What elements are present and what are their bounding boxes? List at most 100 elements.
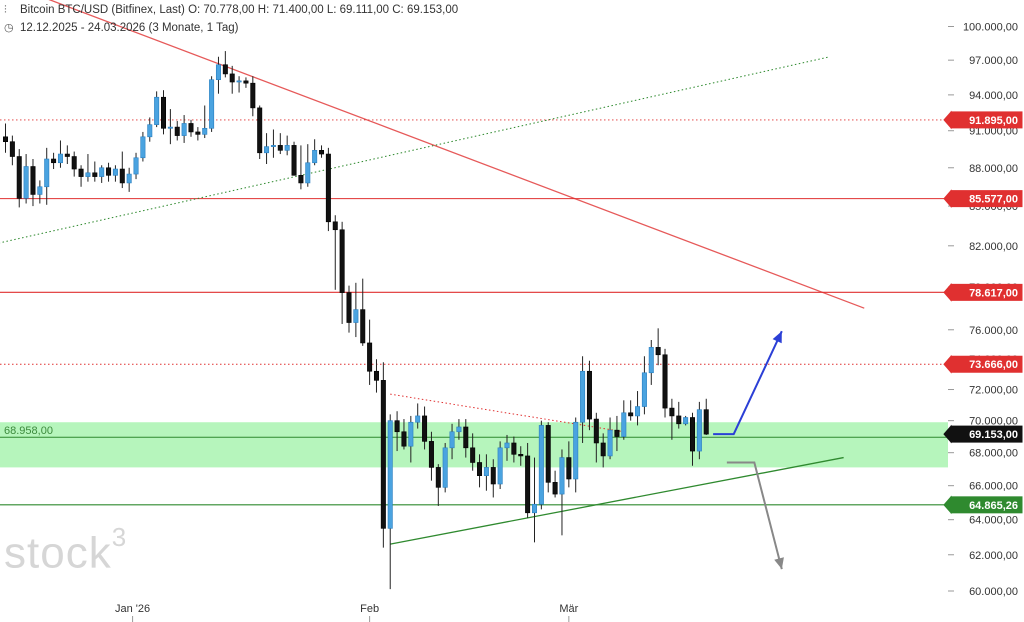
candle-body	[538, 425, 544, 505]
candle-body	[209, 79, 215, 129]
candles-layer	[2, 51, 709, 590]
current-price-badge: 69.153,00	[943, 424, 1023, 444]
long-dotted-trendline	[0, 56, 831, 244]
level-badge-1: 85.577,00	[943, 189, 1023, 208]
candle-body	[319, 150, 325, 155]
candle	[140, 131, 146, 162]
candle	[2, 123, 9, 153]
level-badge-2: 78.617,00	[943, 283, 1023, 302]
candle-body	[449, 431, 455, 449]
candle-body	[703, 409, 709, 435]
candle-body	[126, 173, 132, 184]
candle	[92, 161, 98, 182]
candle-body	[463, 426, 469, 449]
candle	[236, 76, 242, 93]
candle-body	[140, 136, 146, 159]
y-tick-label: 94.000,00	[969, 90, 1018, 102]
candle	[518, 446, 524, 466]
level-badge-4-label: 64.865,26	[969, 500, 1018, 512]
candle	[566, 441, 572, 488]
candle-body	[573, 421, 579, 480]
candle	[222, 51, 228, 78]
candle-body	[133, 157, 139, 175]
candle	[456, 419, 462, 440]
candle	[531, 457, 537, 543]
candle	[497, 441, 503, 490]
candle	[470, 433, 476, 471]
stock3-logo: stock3	[4, 522, 128, 578]
candle	[305, 144, 311, 187]
candle-body	[353, 309, 359, 323]
candle	[635, 391, 641, 426]
candle	[85, 154, 91, 182]
candle	[408, 415, 414, 463]
candle	[367, 319, 373, 385]
candle	[353, 282, 359, 338]
candle-body	[250, 82, 256, 109]
candle	[346, 285, 352, 333]
horizontal-levels-layer	[0, 119, 948, 506]
x-tick-label: Feb	[360, 603, 379, 615]
y-tick-label: 62.000,00	[969, 550, 1018, 562]
candle	[628, 400, 634, 421]
candle-body	[112, 168, 118, 176]
candle	[669, 398, 675, 440]
candle-body	[71, 156, 77, 170]
candle-body	[545, 425, 551, 483]
candle-body	[78, 168, 84, 177]
candle-body	[600, 442, 606, 457]
candle	[298, 145, 304, 190]
candle-body	[586, 370, 592, 420]
candle	[648, 339, 654, 385]
candle	[339, 221, 345, 324]
candle	[683, 415, 689, 426]
y-tick-label: 82.000,00	[969, 241, 1018, 253]
candle	[51, 152, 57, 170]
candle-body	[614, 429, 620, 437]
candle	[23, 154, 29, 204]
candle	[525, 442, 531, 518]
candle-body	[119, 168, 125, 184]
candle	[387, 414, 393, 590]
zone-level-label: 68.958,00	[4, 425, 53, 437]
candle	[99, 165, 105, 183]
candle	[360, 278, 366, 346]
candle	[44, 147, 50, 205]
candle-body	[387, 420, 393, 529]
level-badge-3: 73.666,00	[943, 354, 1023, 374]
candle	[106, 162, 112, 182]
candle	[202, 105, 208, 139]
candle-body	[428, 441, 434, 468]
y-tick-label: 60.000,00	[969, 586, 1018, 598]
candle-body	[202, 127, 208, 135]
candle-body	[456, 426, 462, 433]
candle	[662, 348, 668, 418]
candle	[161, 90, 167, 135]
candle-body	[676, 415, 682, 425]
candle	[614, 415, 620, 452]
level-badge-2-label: 78.617,00	[969, 287, 1018, 299]
candle-body	[181, 123, 187, 136]
level-badge-0-pointer	[943, 110, 952, 130]
candle-body	[401, 431, 407, 447]
candle	[428, 431, 434, 481]
candle	[696, 401, 702, 460]
candle-body	[593, 418, 599, 444]
candle	[277, 133, 283, 155]
price-badges-layer: 91.895,00 85.577,00 78.617,00 73.666,00 64.8…	[943, 110, 1023, 515]
candle-body	[580, 370, 586, 423]
trendlines-layer	[0, 0, 865, 545]
candle	[477, 454, 483, 488]
candle-body	[415, 415, 421, 423]
candle	[71, 151, 77, 177]
level-badge-1-pointer	[943, 189, 952, 208]
candle	[312, 139, 318, 166]
current-price-badge-label: 69.153,00	[969, 429, 1018, 441]
candle-body	[37, 186, 43, 195]
candle-body	[312, 150, 318, 164]
candle	[380, 362, 386, 548]
candle-body	[51, 158, 57, 164]
candle-body	[552, 482, 558, 495]
candle	[37, 180, 43, 204]
